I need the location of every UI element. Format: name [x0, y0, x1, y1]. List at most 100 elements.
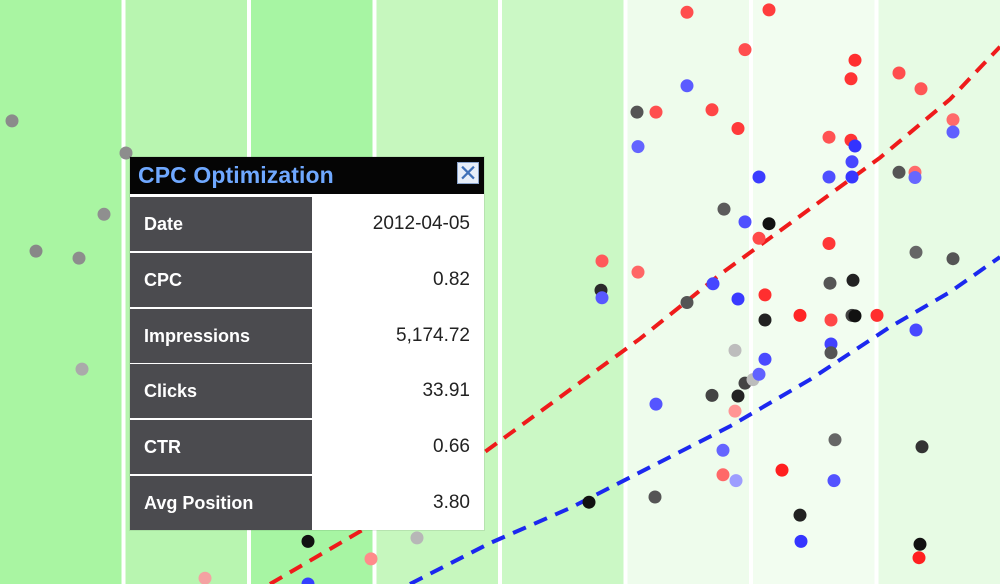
data-point[interactable] — [908, 171, 922, 184]
data-point[interactable] — [649, 105, 663, 119]
data-point[interactable] — [680, 79, 694, 93]
data-point[interactable] — [845, 170, 859, 184]
data-point[interactable] — [892, 66, 906, 80]
data-point[interactable] — [848, 139, 862, 153]
data-point[interactable] — [946, 125, 960, 139]
data-point[interactable] — [301, 534, 315, 548]
data-point[interactable] — [822, 170, 836, 184]
data-point[interactable] — [97, 207, 111, 221]
data-point[interactable] — [823, 276, 837, 290]
data-point[interactable] — [72, 251, 86, 265]
data-point[interactable] — [631, 265, 645, 279]
data-point[interactable] — [731, 122, 745, 135]
data-point[interactable] — [716, 443, 730, 457]
data-point[interactable] — [794, 534, 808, 548]
data-point[interactable] — [909, 245, 923, 259]
data-point[interactable] — [892, 165, 906, 179]
data-point[interactable] — [827, 474, 841, 488]
ctr-label: CTR — [130, 420, 312, 474]
data-point[interactable] — [595, 254, 609, 268]
data-point[interactable] — [822, 237, 836, 250]
data-point[interactable] — [705, 388, 719, 402]
data-point[interactable] — [410, 531, 424, 545]
data-point[interactable] — [845, 155, 859, 169]
data-point[interactable] — [731, 389, 745, 403]
data-point[interactable] — [870, 308, 884, 322]
cpc-value: 0.82 — [312, 253, 484, 307]
data-point[interactable] — [912, 551, 926, 565]
data-point[interactable] — [758, 352, 772, 366]
data-point[interactable] — [914, 82, 928, 96]
data-point[interactable] — [631, 140, 645, 154]
data-point[interactable] — [913, 537, 927, 551]
clicks-label: Clicks — [130, 364, 312, 418]
background-band — [753, 0, 875, 584]
data-point[interactable] — [824, 313, 838, 327]
data-point[interactable] — [680, 296, 694, 309]
data-point[interactable] — [738, 43, 752, 57]
data-point[interactable] — [717, 202, 731, 216]
data-point[interactable] — [762, 3, 776, 17]
data-point[interactable] — [301, 577, 315, 584]
data-point[interactable] — [119, 146, 133, 160]
tooltip-row-ctr: CTR 0.66 — [130, 420, 484, 474]
impressions-label: Impressions — [130, 309, 312, 363]
data-point[interactable] — [909, 323, 923, 337]
data-point[interactable] — [728, 343, 742, 357]
avg-position-value: 3.80 — [312, 476, 484, 530]
data-point[interactable] — [731, 292, 745, 306]
data-point[interactable] — [705, 103, 719, 117]
tooltip-row-avg-position: Avg Position 3.80 — [130, 476, 484, 530]
data-point[interactable] — [946, 113, 960, 127]
data-point[interactable] — [846, 273, 860, 287]
data-point[interactable] — [828, 433, 842, 447]
data-point[interactable] — [824, 346, 838, 360]
data-point[interactable] — [649, 397, 663, 411]
data-point[interactable] — [728, 404, 742, 418]
data-point[interactable] — [595, 291, 609, 305]
data-point[interactable] — [752, 367, 766, 381]
data-point[interactable] — [758, 313, 772, 327]
ctr-value: 0.66 — [312, 420, 484, 474]
background-band — [878, 0, 1000, 584]
cpc-optimization-tooltip: CPC Optimization ✕ Date 2012-04-05 CPC 0… — [130, 157, 484, 530]
background-band — [627, 0, 749, 584]
data-point[interactable] — [848, 309, 862, 323]
data-point[interactable] — [822, 130, 836, 144]
data-point[interactable] — [752, 170, 766, 184]
impressions-value: 5,174.72 — [312, 309, 484, 363]
date-label: Date — [130, 197, 312, 251]
data-point[interactable] — [198, 571, 212, 584]
data-point[interactable] — [680, 5, 694, 19]
data-point[interactable] — [848, 53, 862, 67]
data-point[interactable] — [716, 468, 730, 482]
tooltip-row-date: Date 2012-04-05 — [130, 197, 484, 251]
data-point[interactable] — [648, 490, 662, 504]
data-point[interactable] — [75, 362, 89, 376]
background-band — [0, 0, 122, 584]
data-point[interactable] — [775, 463, 789, 477]
data-point[interactable] — [758, 288, 772, 302]
tooltip-row-clicks: Clicks 33.91 — [130, 364, 484, 418]
data-point[interactable] — [915, 440, 929, 454]
tooltip-row-impressions: Impressions 5,174.72 — [130, 309, 484, 363]
data-point[interactable] — [844, 72, 858, 86]
data-point[interactable] — [364, 552, 378, 566]
data-point[interactable] — [752, 231, 766, 245]
data-points — [5, 3, 960, 584]
data-point[interactable] — [5, 114, 19, 128]
data-point[interactable] — [762, 217, 776, 231]
data-point[interactable] — [729, 474, 743, 488]
data-point[interactable] — [582, 495, 596, 509]
close-button[interactable]: ✕ — [457, 160, 479, 186]
data-point[interactable] — [793, 508, 807, 522]
data-point[interactable] — [738, 215, 752, 229]
data-point[interactable] — [706, 277, 720, 291]
clicks-value: 33.91 — [312, 364, 484, 418]
data-point[interactable] — [29, 244, 43, 258]
data-point[interactable] — [946, 252, 960, 266]
data-point[interactable] — [793, 308, 807, 322]
data-point[interactable] — [630, 105, 644, 119]
